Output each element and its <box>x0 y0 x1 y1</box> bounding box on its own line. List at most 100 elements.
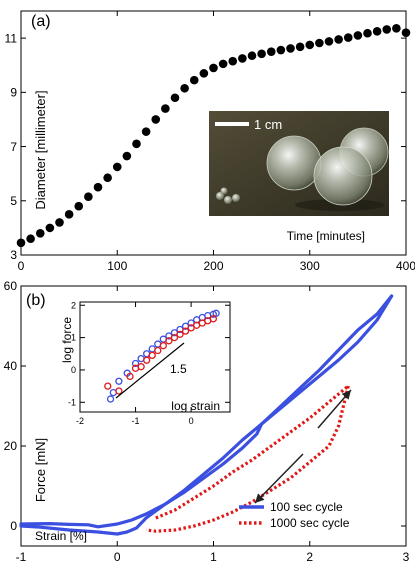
inset-point-1000-sec <box>181 327 190 335</box>
inset-x-axis-label: log strain <box>171 399 220 413</box>
panel-a-y-tick-label: 3 <box>10 248 17 262</box>
diameter-data-point <box>64 210 74 219</box>
diameter-data-point <box>315 38 324 48</box>
hydrogel-bead-3 <box>232 194 240 202</box>
panel-b-x-tick-label: 2 <box>306 550 313 564</box>
inset-y-tick-label: 2 <box>71 300 76 310</box>
diameter-data-point <box>112 162 122 172</box>
photo-scale-label: 1 cm <box>254 117 282 132</box>
diameter-data-point <box>93 182 103 192</box>
hydrogel-bead-2 <box>224 196 232 204</box>
inset-slope-label: 1.5 <box>170 362 187 376</box>
diameter-data-point <box>257 49 266 59</box>
inset-point-1000-sec <box>143 356 151 364</box>
diameter-data-point <box>122 151 132 161</box>
inset-point-1000-sec <box>159 342 167 350</box>
inset-point-1000-sec <box>154 346 162 355</box>
panel-b-y-axis-label: Force [mN] <box>33 438 48 502</box>
inset-point-100-sec <box>212 309 220 317</box>
diameter-data-point <box>247 51 257 61</box>
inset-y-axis-label: log force <box>60 317 74 363</box>
inset-y-tick-label: 1 <box>71 333 76 343</box>
diameter-data-point <box>382 25 392 34</box>
inset-y-tick-label: 0 <box>71 365 76 375</box>
diameter-data-point <box>363 28 372 38</box>
diameter-data-point <box>218 59 228 69</box>
panel-b-y-tick-label: 40 <box>4 359 18 373</box>
diameter-data-point <box>238 54 247 63</box>
inset-x-tick-label: -2 <box>76 416 84 426</box>
inset-point-1000-sec <box>170 333 179 342</box>
panel-b-x-tick-label: 0 <box>114 550 121 564</box>
panel-b-x-tick-label: 1 <box>210 550 217 564</box>
panel-b-y-tick-label: 20 <box>4 439 18 453</box>
panel-a-y-tick-label: 5 <box>10 194 17 208</box>
inset-x-tick-label: -1 <box>132 416 140 426</box>
diameter-data-point <box>170 93 180 103</box>
loading-direction-arrow <box>317 389 352 429</box>
inset-point-1000-sec <box>148 351 156 360</box>
diameter-data-point <box>180 83 189 93</box>
diameter-data-point <box>45 223 55 233</box>
diameter-data-point <box>286 44 295 53</box>
diameter-data-point <box>401 28 411 37</box>
panel-a-ticks: 0 100 200 300 400 3 5 7 9 11 <box>5 11 415 273</box>
diameter-data-point <box>151 115 161 124</box>
series-100-sec-unloading-curve <box>19 294 394 536</box>
inset-point-100-sec <box>131 359 140 368</box>
panel-a-x-tick-label: 300 <box>300 259 320 273</box>
diameter-data-point <box>84 192 93 202</box>
inset-point-1000-sec <box>165 337 173 345</box>
panel-b-label: (b) <box>26 292 46 309</box>
panel-a-y-axis-label: Diameter [millimeter] <box>33 90 48 209</box>
diameter-data-point <box>324 37 334 46</box>
diameter-data-point <box>35 229 45 238</box>
unloading-direction-arrow <box>254 453 304 504</box>
inset-point-1000-sec <box>126 372 134 381</box>
panel-a-y-tick-label: 11 <box>5 31 18 45</box>
panel-a-x-tick-label: 400 <box>396 259 415 273</box>
inset-axes-frame <box>79 301 231 413</box>
diameter-data-point <box>161 104 170 113</box>
diameter-data-point <box>334 35 343 44</box>
inset-point-1000-sec <box>209 315 217 323</box>
legend-label-100-sec: 100 sec cycle <box>270 500 343 514</box>
panel-b-legend: 100 sec cycle 1000 sec cycle <box>239 500 350 530</box>
panel-a-x-tick-label: 100 <box>107 259 127 273</box>
panel-a-label: (a) <box>31 13 51 30</box>
inset-x-tick-label: 0 <box>189 416 194 426</box>
panel-a-y-tick-label: 9 <box>10 86 17 100</box>
panel-b-y-tick-label: 0 <box>10 519 17 533</box>
panel-b-x-tick-label: 3 <box>403 550 410 564</box>
diameter-data-point <box>392 24 401 33</box>
series-1000-sec-loading-curve <box>155 384 350 520</box>
diameter-data-point <box>16 238 26 248</box>
diameter-data-point <box>276 45 286 55</box>
panel-a-x-tick-label: 200 <box>203 259 223 273</box>
diameter-data-point <box>305 40 315 50</box>
inset-point-100-sec <box>115 377 123 385</box>
panel-b-y-tick-label: 60 <box>4 279 18 293</box>
hydrogel-bead-4 <box>220 187 228 195</box>
panel-b-x-axis-label: Strain [%] <box>35 529 87 543</box>
hydrogel-sphere-large-left <box>266 135 322 191</box>
inset-point-1000-sec <box>115 387 123 395</box>
hydrogel-bead-1 <box>216 192 224 200</box>
inset-point-1000-sec <box>104 382 112 390</box>
legend-label-1000-sec: 1000 sec cycle <box>270 516 350 530</box>
inset-y-tick-label: -1 <box>68 397 76 407</box>
inset-slope-reference-line <box>115 342 185 399</box>
diameter-data-point <box>372 27 382 36</box>
diameter-data-point <box>141 127 151 136</box>
diameter-data-point <box>353 31 363 40</box>
diameter-data-point <box>74 201 84 211</box>
series-100-sec-loading-curve <box>19 294 394 529</box>
hydrogel-sphere-front <box>313 146 373 206</box>
panel-b-x-tick-label: -1 <box>16 550 27 564</box>
diameter-data-point <box>26 234 35 244</box>
diameter-data-point <box>209 63 218 73</box>
inset-data-points <box>104 309 220 403</box>
